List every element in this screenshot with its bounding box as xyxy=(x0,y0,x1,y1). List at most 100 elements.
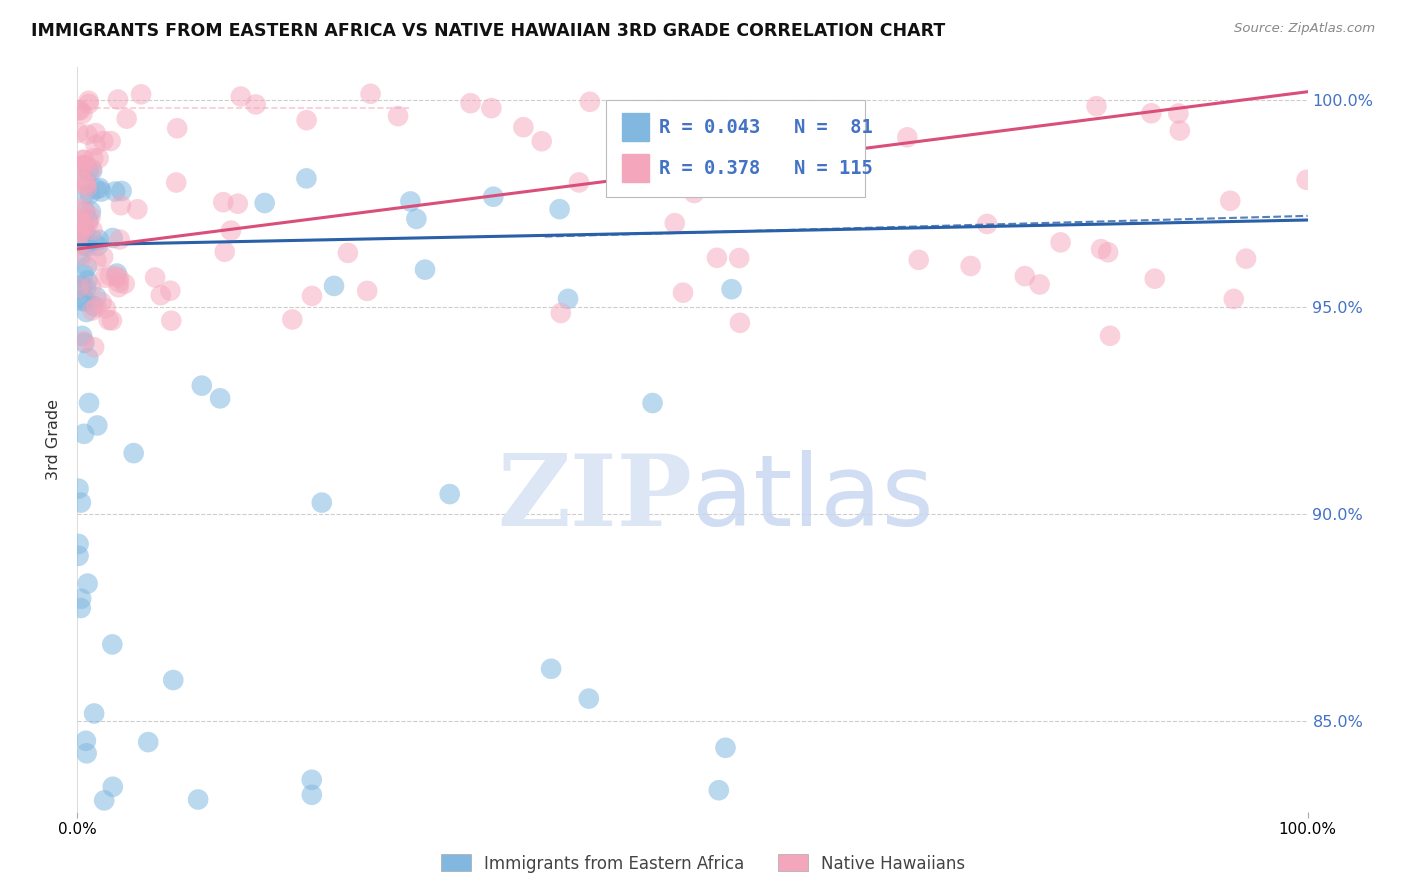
Point xyxy=(67,239,90,253)
Point xyxy=(110,184,132,198)
Point xyxy=(219,224,242,238)
Point xyxy=(706,251,728,265)
Point xyxy=(75,178,97,192)
Point xyxy=(1168,123,1191,137)
Point xyxy=(295,113,318,128)
Point xyxy=(86,300,108,314)
Point xyxy=(714,740,737,755)
Point xyxy=(245,97,267,112)
Point xyxy=(73,187,96,202)
Point xyxy=(323,279,346,293)
Point xyxy=(187,792,209,806)
Point xyxy=(645,180,668,194)
Point xyxy=(75,294,97,309)
Point xyxy=(101,313,124,327)
Point xyxy=(73,292,96,306)
Point xyxy=(101,231,124,245)
Point xyxy=(75,281,97,295)
Point xyxy=(75,224,97,238)
Point xyxy=(301,772,323,787)
Point xyxy=(568,176,591,190)
Point xyxy=(69,281,91,295)
Point xyxy=(91,250,114,264)
Point xyxy=(557,292,579,306)
Point xyxy=(107,93,129,107)
Point xyxy=(311,495,333,509)
Point xyxy=(67,281,90,295)
Point xyxy=(253,196,276,211)
Point xyxy=(80,161,103,176)
Point xyxy=(86,253,108,268)
Point xyxy=(77,213,100,227)
Point xyxy=(69,201,91,215)
Point xyxy=(1090,242,1112,256)
Point xyxy=(72,107,94,121)
Point xyxy=(482,190,505,204)
Point xyxy=(87,239,110,253)
Point xyxy=(129,87,152,102)
Point xyxy=(67,229,90,244)
Point xyxy=(1140,106,1163,120)
Point xyxy=(664,216,686,230)
Point xyxy=(212,195,235,210)
Point xyxy=(70,591,93,606)
Point xyxy=(108,276,131,290)
Point xyxy=(1219,194,1241,208)
Point xyxy=(67,235,90,249)
Text: IMMIGRANTS FROM EASTERN AFRICA VS NATIVE HAWAIIAN 3RD GRADE CORRELATION CHART: IMMIGRANTS FROM EASTERN AFRICA VS NATIVE… xyxy=(31,22,945,40)
Point xyxy=(115,112,138,126)
Point xyxy=(73,153,96,167)
Point xyxy=(281,312,304,326)
Point xyxy=(548,202,571,216)
Text: ZIP: ZIP xyxy=(498,450,693,548)
Point xyxy=(76,260,98,274)
Point xyxy=(84,137,107,152)
Point xyxy=(110,198,132,212)
Point xyxy=(77,396,100,410)
Point xyxy=(67,126,90,140)
Point xyxy=(73,335,96,350)
Point xyxy=(83,706,105,721)
Point xyxy=(530,134,553,148)
Point xyxy=(710,136,733,150)
Point xyxy=(79,210,101,224)
Point xyxy=(98,268,121,283)
Point xyxy=(72,221,94,235)
Point xyxy=(747,104,769,119)
Point xyxy=(76,274,98,288)
Point xyxy=(77,94,100,108)
Point xyxy=(84,290,107,304)
Point xyxy=(67,482,90,496)
Point xyxy=(67,213,90,227)
Point xyxy=(76,576,98,591)
Point xyxy=(160,314,183,328)
Point xyxy=(76,180,98,194)
Point xyxy=(89,181,111,195)
Point xyxy=(166,121,188,136)
Point xyxy=(69,248,91,262)
Point xyxy=(149,288,172,302)
Text: atlas: atlas xyxy=(693,450,934,548)
Point xyxy=(79,187,101,202)
Point xyxy=(82,233,104,247)
Point xyxy=(73,268,96,282)
Point xyxy=(73,158,96,172)
Point xyxy=(72,249,94,263)
Point xyxy=(976,217,998,231)
Point xyxy=(77,96,100,111)
Point xyxy=(73,159,96,173)
Point xyxy=(75,176,97,190)
Bar xyxy=(623,113,650,142)
Point xyxy=(209,392,232,406)
Point xyxy=(1222,292,1244,306)
Point xyxy=(90,295,112,310)
Point xyxy=(77,351,100,365)
Point xyxy=(295,171,318,186)
Point xyxy=(1085,99,1108,113)
Point xyxy=(76,240,98,254)
Point xyxy=(143,270,166,285)
Point xyxy=(107,270,129,285)
Point xyxy=(578,691,600,706)
Point xyxy=(69,103,91,118)
Point xyxy=(69,212,91,227)
